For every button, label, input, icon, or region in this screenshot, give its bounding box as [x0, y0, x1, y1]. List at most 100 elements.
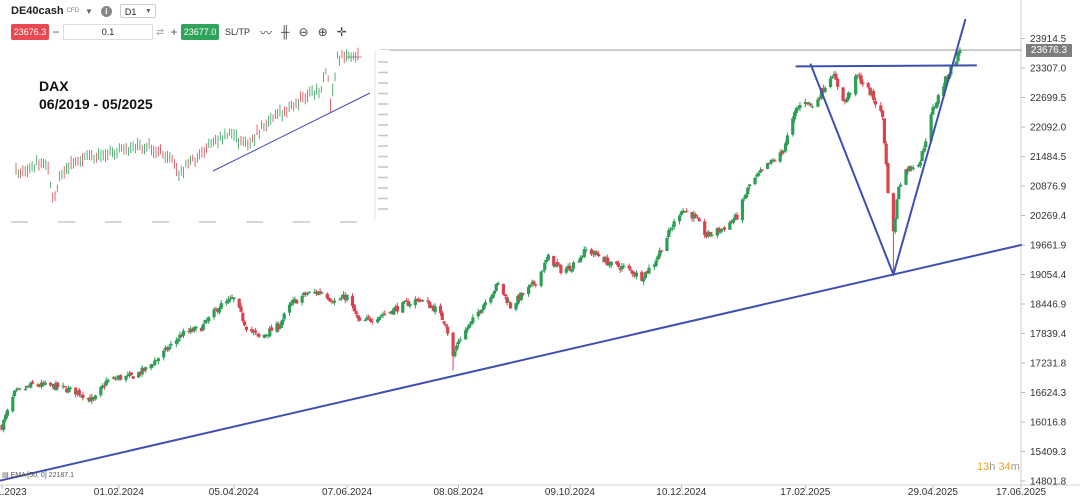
symbol-dropdown-icon[interactable]: ▼ [84, 6, 93, 16]
timeframe-select[interactable]: D1 ▼ [119, 4, 156, 18]
candle-body [710, 234, 714, 236]
candle-body [367, 316, 371, 319]
candle-body [582, 249, 586, 258]
candle-body [792, 112, 797, 120]
increase-quantity-button[interactable]: + [170, 25, 178, 39]
candle-body [641, 278, 646, 282]
candle-body [945, 77, 949, 79]
candle-body [771, 159, 775, 162]
candle-body [879, 105, 883, 111]
candle-body [190, 329, 195, 332]
candle-body [402, 301, 407, 303]
candle-body [942, 86, 946, 97]
candle-body [584, 249, 588, 251]
candle-body [695, 217, 700, 219]
candle-body [151, 365, 155, 367]
symbol-name[interactable]: DE40cash [11, 5, 64, 17]
candle-body [516, 295, 520, 305]
chevron-down-icon: ▼ [144, 8, 152, 15]
candle-body [730, 221, 734, 223]
zoom-out-icon[interactable]: ⊖ [298, 25, 309, 39]
candle-body [918, 161, 922, 166]
candle-body [237, 298, 241, 308]
line-chart-icon[interactable]: 〰 [260, 25, 273, 40]
candle-body [38, 385, 42, 387]
candle-body [225, 301, 229, 304]
candle-body [50, 384, 54, 386]
candle-body [640, 271, 644, 281]
candle-body [390, 310, 394, 314]
candle-body [39, 382, 44, 387]
candle-body [440, 312, 444, 321]
candle-body [748, 184, 752, 187]
x-tick-label: 29.04.2025 [908, 487, 958, 498]
candlestick-icon[interactable]: ╫ [281, 25, 290, 39]
sltp-button[interactable]: SL/TP [225, 27, 251, 37]
candle-body [501, 283, 506, 295]
crosshair-icon[interactable]: ✛ [336, 25, 347, 39]
candle-body [494, 284, 498, 291]
candle-body [244, 326, 249, 330]
quantity-input[interactable]: 0.1 [63, 24, 153, 40]
candle-body [597, 253, 601, 257]
chart-toolbar: DE40cash CFD ▼ i D1 ▼ 23676.3 − 0.1 ⇄ + 2… [0, 0, 1020, 42]
candle-body [217, 308, 222, 313]
decrease-quantity-button[interactable]: − [52, 25, 60, 39]
candle-body [370, 321, 374, 323]
buy-button[interactable]: 23677.0 [181, 24, 219, 40]
candle-body [392, 308, 396, 315]
candle-body [363, 320, 367, 322]
candle-body [117, 375, 121, 380]
candle-body [354, 311, 358, 314]
candle-body [886, 163, 890, 194]
candle-body [821, 87, 825, 92]
candle-body [480, 309, 484, 313]
candle-body [589, 249, 594, 255]
candle-body [708, 232, 712, 236]
candle-body [203, 320, 207, 324]
candle-body [305, 293, 310, 295]
candle-body [456, 341, 461, 345]
candle-body [934, 102, 939, 109]
candle-body [809, 103, 813, 106]
candle-body [174, 340, 178, 344]
candle-body [300, 295, 304, 303]
candle-body [654, 260, 658, 266]
candle-body [207, 317, 211, 322]
candle-body [381, 314, 385, 316]
candle-body [742, 197, 746, 199]
candle-body [807, 102, 811, 104]
candle-body [192, 327, 196, 331]
candle-body [393, 306, 398, 309]
candle-body [156, 358, 160, 362]
candle-body [316, 291, 320, 295]
candle-body [491, 294, 495, 299]
zoom-in-icon[interactable]: ⊕ [317, 25, 328, 39]
trendline-v-right [892, 18, 967, 276]
candle-body [176, 339, 180, 342]
candle-body [534, 284, 538, 286]
candle-body [404, 300, 408, 302]
candle-body [93, 395, 98, 400]
candle-body [325, 293, 329, 299]
candle-body [413, 299, 417, 306]
candle-body [205, 320, 209, 322]
sell-button[interactable]: 23676.3 [11, 24, 49, 40]
trendline-resistance [795, 64, 978, 68]
candle-body [731, 219, 736, 223]
ema-indicator-label[interactable]: ▤ EMA [50, 0] 22187.1 [2, 472, 74, 479]
y-tick-label: 18446.9 [1030, 299, 1067, 310]
candle-body [717, 227, 721, 232]
candle-body [86, 397, 90, 400]
candle-body [90, 397, 94, 401]
candle-body [803, 102, 807, 105]
candle-body [740, 199, 745, 221]
candle-body [783, 143, 788, 152]
info-icon[interactable]: i [100, 5, 112, 17]
candle-body [785, 135, 789, 145]
candle-body [753, 177, 757, 185]
inset-trendline [212, 92, 371, 172]
swap-icon[interactable]: ⇄ [156, 26, 164, 37]
candle-body [633, 274, 637, 276]
